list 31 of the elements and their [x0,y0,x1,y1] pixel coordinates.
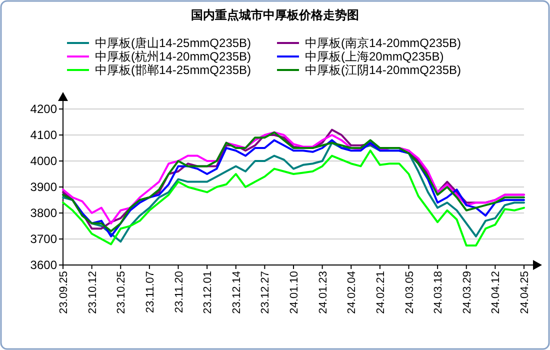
x-tick-label: 24.01.10 [288,271,300,314]
legend-label: 中厚板(上海20mmQ235B) [305,50,444,64]
x-tick-label: 24.04.25 [519,271,531,314]
y-tick-label: 3600 [30,258,58,272]
chart-title: 国内重点城市中厚板价格走势图 [191,8,359,22]
y-tick-label: 3700 [30,232,58,246]
x-tick-label: 24.04.12 [490,271,502,314]
y-tick-label: 4200 [30,102,58,116]
x-tick-label: 23.10.12 [86,271,99,314]
x-tick-label: 23.12.01 [202,271,214,314]
x-tick-label: 23.12.27 [260,271,272,314]
x-tick-label: 24.03.18 [432,271,445,314]
x-tick-label: 24.02.04 [346,271,358,314]
y-tick-label: 4000 [30,154,58,168]
y-tick-label: 4100 [30,128,58,142]
x-tick-label: 24.03.05 [404,271,416,314]
y-tick-label: 3900 [30,180,58,194]
x-tick-label: 23.10.25 [116,271,128,314]
x-tick-label: 24.02.21 [374,271,387,314]
x-tick-label: 23.11.20 [173,271,186,314]
legend-label: 中厚板(江阴14-20mmQ235B) [305,63,462,77]
x-tick-label: 24.01.23 [317,271,330,314]
x-tick-label: 23.09.25 [58,271,70,314]
legend-label: 中厚板(邯郸14-25mmQ235B) [95,63,252,77]
y-tick-label: 3800 [30,206,58,220]
legend-label: 中厚板(南京14-20mmQ235B) [305,36,462,50]
legend-label: 中厚板(杭州14-20mmQ235B) [95,50,252,64]
x-tick-label: 23.11.07 [144,271,156,314]
legend-label: 中厚板(唐山14-25mmQ235B) [95,36,252,50]
x-tick-label: 23.12.14 [230,271,243,314]
x-tick-label: 24.03.29 [461,271,474,314]
